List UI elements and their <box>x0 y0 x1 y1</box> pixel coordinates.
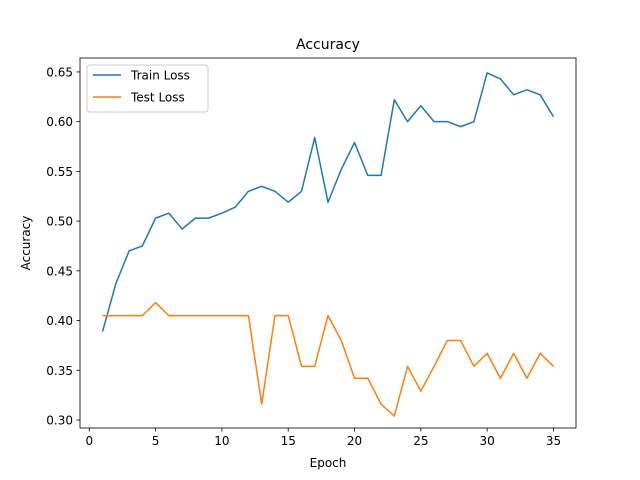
y-tick-label: 0.55 <box>46 165 73 179</box>
plot-area <box>79 57 577 429</box>
x-tick-label: 10 <box>214 434 229 448</box>
y-tick-label: 0.50 <box>46 215 73 229</box>
y-axis-label: Accuracy <box>19 216 33 271</box>
legend-box <box>86 64 209 113</box>
y-tick-label: 0.45 <box>46 264 73 278</box>
x-tick-label: 0 <box>85 434 93 448</box>
x-tick-label: 15 <box>281 434 296 448</box>
legend: Train Loss Test Loss <box>86 64 209 113</box>
y-tick-label: 0.65 <box>46 65 73 79</box>
y-axis: 0.30 0.35 0.40 0.45 0.50 0.55 0.60 0.65 <box>46 65 80 428</box>
y-tick-label: 0.30 <box>46 414 73 428</box>
x-tick-label: 35 <box>546 434 561 448</box>
series-line-1 <box>101 72 555 332</box>
chart-title: Accuracy <box>296 37 360 53</box>
x-tick-label: 25 <box>413 434 428 448</box>
legend-label-1: Train Loss <box>130 69 190 83</box>
y-tick-label: 0.60 <box>46 115 73 129</box>
plot-frame <box>79 57 577 429</box>
x-axis-label: Epoch <box>310 456 347 470</box>
y-tick-label: 0.40 <box>46 314 73 328</box>
x-axis: 0 5 10 15 20 25 30 35 <box>85 428 561 448</box>
y-tick-label: 0.35 <box>46 364 73 378</box>
x-tick-label: 5 <box>152 434 160 448</box>
x-tick-label: 20 <box>347 434 362 448</box>
x-tick-label: 30 <box>480 434 495 448</box>
series-line-2 <box>102 301 554 417</box>
legend-label-2: Test Loss <box>130 91 185 105</box>
